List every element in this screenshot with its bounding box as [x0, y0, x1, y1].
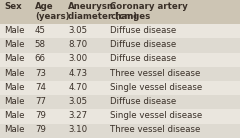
Text: 74: 74	[35, 83, 46, 92]
Bar	[0, 95, 240, 109]
Bar	[0, 67, 240, 81]
Text: 3.27: 3.27	[68, 111, 88, 120]
Text: 4.73: 4.73	[68, 69, 88, 78]
Text: 58: 58	[35, 40, 46, 49]
Bar	[0, 81, 240, 95]
Text: Three vessel disease: Three vessel disease	[110, 125, 201, 134]
Bar	[0, 53, 240, 67]
Text: Male: Male	[4, 54, 25, 63]
Text: Male: Male	[4, 40, 25, 49]
Bar	[0, 38, 240, 53]
Text: Male: Male	[4, 125, 25, 134]
Bar	[0, 24, 240, 38]
Text: 73: 73	[35, 69, 46, 78]
Text: 3.00: 3.00	[68, 54, 88, 63]
Bar	[0, 0, 240, 24]
Text: Three vessel disease: Three vessel disease	[110, 69, 201, 78]
Bar	[0, 124, 240, 138]
Text: Diffuse disease: Diffuse disease	[110, 40, 177, 49]
Text: Coronary artery
changes: Coronary artery changes	[110, 2, 188, 22]
Text: Male: Male	[4, 97, 25, 106]
Text: Male: Male	[4, 83, 25, 92]
Text: Diffuse disease: Diffuse disease	[110, 97, 177, 106]
Text: Male: Male	[4, 69, 25, 78]
Text: 3.05: 3.05	[68, 26, 88, 35]
Text: Single vessel disease: Single vessel disease	[110, 83, 203, 92]
Text: 45: 45	[35, 26, 46, 35]
Text: 66: 66	[35, 54, 46, 63]
Text: Diffuse disease: Diffuse disease	[110, 54, 177, 63]
Text: Male: Male	[4, 111, 25, 120]
Text: Sex: Sex	[4, 2, 22, 11]
Text: 3.05: 3.05	[68, 97, 88, 106]
Text: 79: 79	[35, 111, 46, 120]
Bar	[0, 109, 240, 124]
Text: 8.70: 8.70	[68, 40, 88, 49]
Text: 4.70: 4.70	[68, 83, 88, 92]
Text: Aneurysm
diameter (cm): Aneurysm diameter (cm)	[68, 2, 138, 22]
Text: 3.10: 3.10	[68, 125, 88, 134]
Text: Male: Male	[4, 26, 25, 35]
Text: 77: 77	[35, 97, 46, 106]
Text: Age
(years): Age (years)	[35, 2, 69, 22]
Text: 79: 79	[35, 125, 46, 134]
Text: Diffuse disease: Diffuse disease	[110, 26, 177, 35]
Text: Single vessel disease: Single vessel disease	[110, 111, 203, 120]
